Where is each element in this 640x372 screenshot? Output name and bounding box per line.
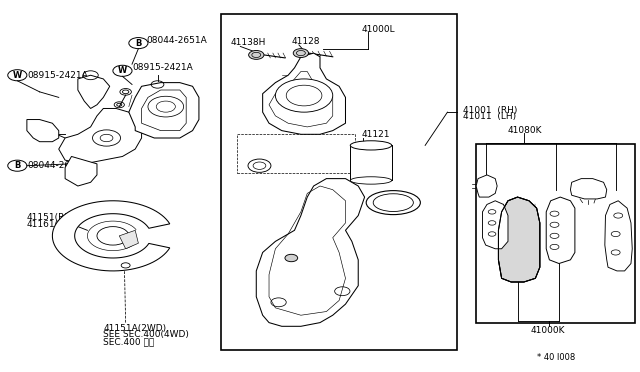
Text: W: W xyxy=(118,66,127,75)
Text: 41000L: 41000L xyxy=(362,25,395,33)
Polygon shape xyxy=(27,119,59,142)
Text: 08044-2651A: 08044-2651A xyxy=(27,161,88,170)
Circle shape xyxy=(248,159,271,172)
Text: 41080K: 41080K xyxy=(508,126,543,135)
Text: 08915-2421A: 08915-2421A xyxy=(132,63,193,72)
Text: * 40 l008: * 40 l008 xyxy=(537,353,575,362)
Text: 08915-2421A: 08915-2421A xyxy=(27,71,88,80)
Text: SEE SEC.400(4WD): SEE SEC.400(4WD) xyxy=(103,330,189,339)
Text: 41161(LH): 41161(LH) xyxy=(27,220,74,229)
Bar xyxy=(476,144,636,323)
Text: 08044-2651A: 08044-2651A xyxy=(147,36,207,45)
Polygon shape xyxy=(570,179,607,199)
Circle shape xyxy=(293,49,308,58)
Polygon shape xyxy=(546,197,575,263)
Circle shape xyxy=(275,79,333,112)
Text: B: B xyxy=(135,39,141,48)
Text: 41121: 41121 xyxy=(362,130,390,139)
Text: 41151(RH): 41151(RH) xyxy=(27,213,76,222)
Polygon shape xyxy=(476,175,497,197)
Text: 41011  (LH): 41011 (LH) xyxy=(463,112,516,121)
Text: SEC.400 参照: SEC.400 参照 xyxy=(103,337,155,346)
Polygon shape xyxy=(78,75,109,109)
Text: W: W xyxy=(13,71,22,80)
Polygon shape xyxy=(65,157,97,186)
Ellipse shape xyxy=(366,190,420,215)
Text: 41138H: 41138H xyxy=(231,38,266,47)
Polygon shape xyxy=(119,230,138,249)
Polygon shape xyxy=(52,201,170,271)
Bar xyxy=(221,14,457,350)
Polygon shape xyxy=(256,179,365,326)
Text: 41000K: 41000K xyxy=(531,326,565,335)
Text: 41217: 41217 xyxy=(278,279,307,288)
Ellipse shape xyxy=(350,177,392,184)
Ellipse shape xyxy=(350,141,392,150)
Polygon shape xyxy=(129,83,199,138)
Bar xyxy=(350,145,392,180)
Text: B: B xyxy=(14,161,20,170)
Ellipse shape xyxy=(373,194,413,211)
Circle shape xyxy=(285,254,298,262)
Polygon shape xyxy=(262,53,346,134)
Text: 41001  (RH): 41001 (RH) xyxy=(463,106,518,115)
Text: 41128: 41128 xyxy=(291,37,320,46)
Polygon shape xyxy=(499,197,540,282)
Polygon shape xyxy=(483,201,508,249)
Circle shape xyxy=(248,51,264,60)
Polygon shape xyxy=(605,201,632,271)
Text: 41151A(2WD): 41151A(2WD) xyxy=(103,324,166,333)
Polygon shape xyxy=(59,109,141,164)
